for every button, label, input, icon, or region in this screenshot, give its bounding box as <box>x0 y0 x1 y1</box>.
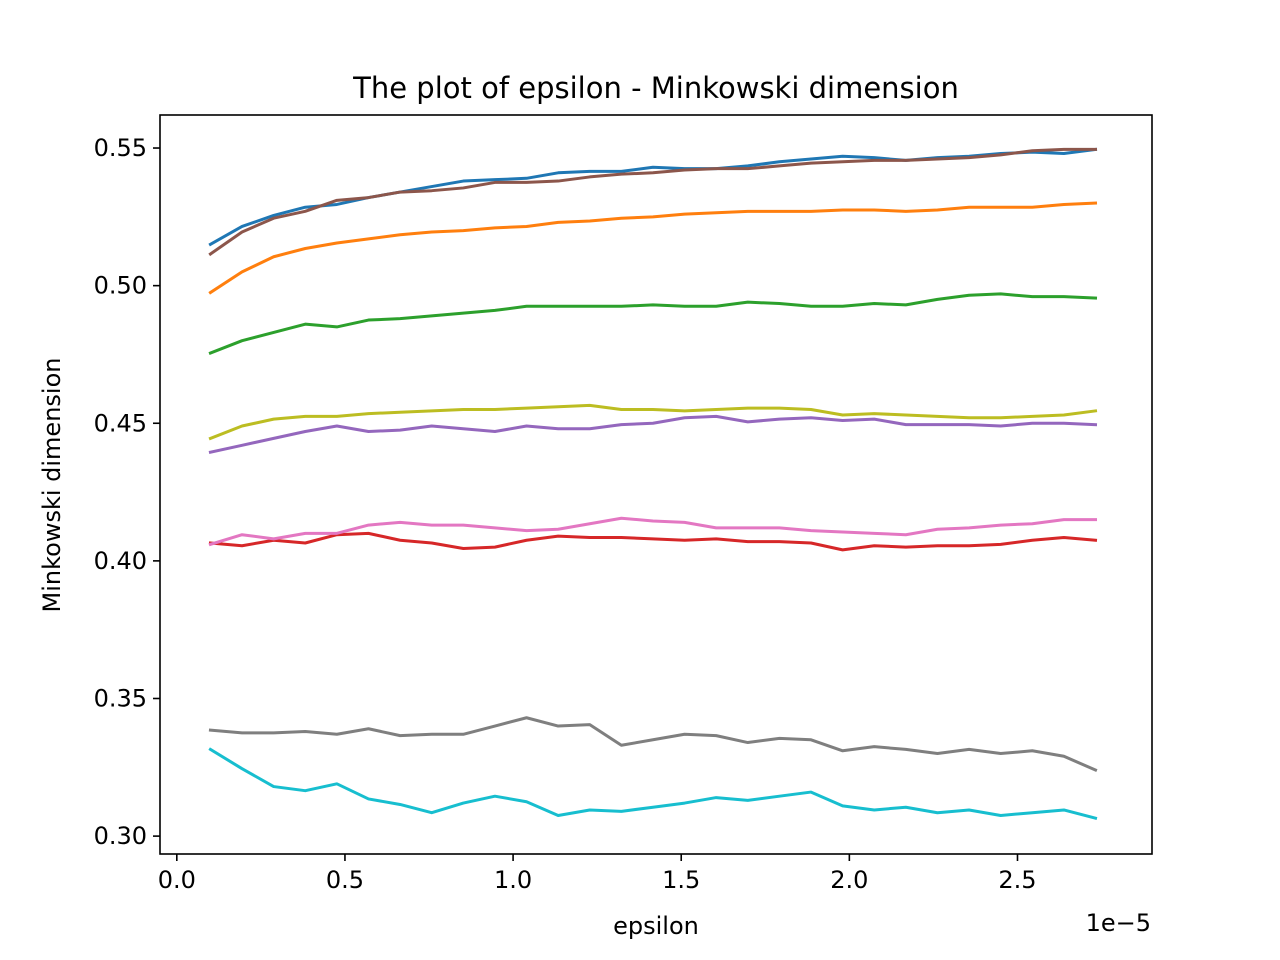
y-tick-label: 0.30 <box>94 822 147 850</box>
y-axis: 0.30 0.35 0.40 0.45 0.50 0.55 <box>94 134 160 850</box>
x-axis-label: epsilon <box>613 912 699 940</box>
y-tick-label: 0.35 <box>94 684 147 712</box>
x-tick-label: 1.5 <box>662 866 700 894</box>
x-tick-label: 2.0 <box>830 866 868 894</box>
x-tick-label: 1.0 <box>494 866 532 894</box>
plot-frame <box>159 114 1153 855</box>
series-line-6 <box>208 147 1098 257</box>
series-line-8 <box>208 716 1098 773</box>
chart-title: The plot of epsilon - Minkowski dimensio… <box>352 71 959 105</box>
y-tick-label: 0.45 <box>94 409 147 437</box>
series-line-5 <box>208 414 1098 454</box>
series-line-4 <box>208 531 1098 552</box>
y-tick-label: 0.50 <box>94 272 147 300</box>
series-line-7 <box>208 516 1098 547</box>
y-axis-label: Minkowski dimension <box>38 358 66 613</box>
x-tick-label: 0.0 <box>158 866 196 894</box>
series-line-3 <box>208 292 1098 356</box>
y-tick-label: 0.40 <box>94 547 147 575</box>
series-line-2 <box>208 201 1098 295</box>
x-axis: 0.0 0.5 1.0 1.5 2.0 2.5 <box>158 854 1037 894</box>
x-tick-label: 2.5 <box>998 866 1036 894</box>
series-line-9 <box>208 403 1098 441</box>
x-axis-offset-text: 1e−5 <box>1086 909 1151 937</box>
series-layer <box>208 147 1098 821</box>
y-tick-label: 0.55 <box>94 134 147 162</box>
series-line-10 <box>208 747 1098 821</box>
x-tick-label: 0.5 <box>326 866 364 894</box>
